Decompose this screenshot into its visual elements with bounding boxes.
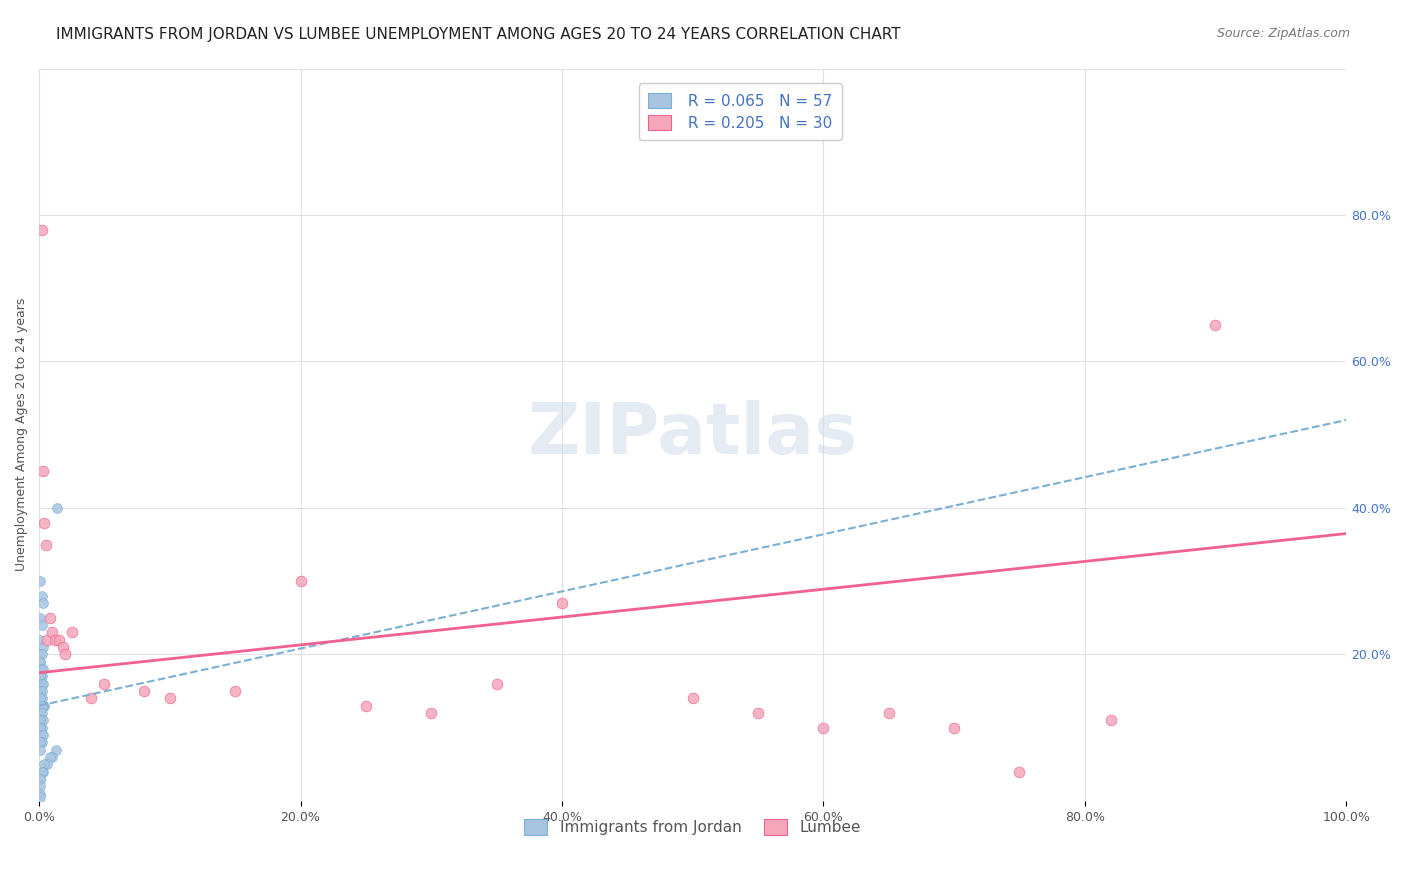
Point	[420, 706, 443, 720]
Point	[34, 516, 56, 530]
Point	[1099, 714, 1122, 728]
Point	[30, 669, 52, 683]
Point	[30, 632, 52, 647]
Point	[60, 625, 83, 640]
Point	[30, 691, 52, 706]
Point	[30, 728, 52, 742]
Point	[34, 757, 56, 772]
Point	[48, 632, 70, 647]
Point	[31, 676, 53, 690]
Point	[551, 596, 574, 610]
Point	[53, 648, 76, 662]
Point	[813, 721, 835, 735]
Point	[30, 706, 52, 720]
Point	[31, 648, 53, 662]
Point	[34, 537, 56, 551]
Point	[31, 618, 53, 632]
Point	[30, 714, 52, 728]
Point	[45, 742, 67, 756]
Text: ZIPatlas: ZIPatlas	[527, 401, 858, 469]
Point	[682, 691, 704, 706]
Point	[30, 676, 52, 690]
Point	[485, 676, 508, 690]
Point	[747, 706, 769, 720]
Point	[31, 728, 53, 742]
Point	[32, 728, 55, 742]
Point	[30, 772, 52, 786]
Point	[354, 698, 377, 713]
Point	[93, 676, 115, 690]
Point	[159, 691, 181, 706]
Point	[32, 676, 55, 690]
Point	[32, 698, 55, 713]
Point	[31, 662, 53, 676]
Point	[30, 735, 52, 749]
Point	[52, 640, 75, 654]
Point	[30, 611, 52, 625]
Point	[41, 750, 63, 764]
Point	[80, 691, 103, 706]
Point	[35, 757, 58, 772]
Point	[30, 648, 52, 662]
Legend: Immigrants from Jordan, Lumbee: Immigrants from Jordan, Lumbee	[515, 810, 870, 845]
Point	[30, 662, 52, 676]
Point	[31, 721, 53, 735]
Point	[30, 691, 52, 706]
Point	[30, 574, 52, 589]
Point	[32, 596, 55, 610]
Point	[1008, 764, 1031, 779]
Text: IMMIGRANTS FROM JORDAN VS LUMBEE UNEMPLOYMENT AMONG AGES 20 TO 24 YEARS CORRELAT: IMMIGRANTS FROM JORDAN VS LUMBEE UNEMPLO…	[56, 27, 901, 42]
Point	[31, 222, 53, 236]
Point	[35, 632, 58, 647]
Point	[30, 742, 52, 756]
Point	[41, 625, 63, 640]
Point	[31, 589, 53, 603]
Point	[44, 632, 66, 647]
Point	[31, 669, 53, 683]
Point	[877, 706, 900, 720]
Point	[32, 662, 55, 676]
Point	[38, 750, 60, 764]
Point	[224, 684, 246, 698]
Point	[30, 684, 52, 698]
Point	[31, 691, 53, 706]
Point	[32, 714, 55, 728]
Text: Source: ZipAtlas.com: Source: ZipAtlas.com	[1216, 27, 1350, 40]
Point	[30, 655, 52, 669]
Point	[30, 779, 52, 793]
Point	[30, 706, 52, 720]
Point	[132, 684, 155, 698]
Point	[290, 574, 312, 589]
Point	[1204, 318, 1226, 332]
Point	[30, 772, 52, 786]
Point	[30, 721, 52, 735]
Point	[31, 698, 53, 713]
Point	[38, 611, 60, 625]
Point	[943, 721, 966, 735]
Point	[46, 500, 69, 515]
Point	[31, 735, 53, 749]
Point	[30, 735, 52, 749]
Point	[32, 464, 55, 478]
Point	[30, 655, 52, 669]
Point	[30, 790, 52, 805]
Y-axis label: Unemployment Among Ages 20 to 24 years: Unemployment Among Ages 20 to 24 years	[15, 298, 28, 572]
Point	[30, 684, 52, 698]
Point	[30, 787, 52, 801]
Point	[31, 764, 53, 779]
Point	[32, 640, 55, 654]
Point	[32, 764, 55, 779]
Point	[31, 706, 53, 720]
Point	[30, 714, 52, 728]
Point	[31, 684, 53, 698]
Point	[34, 698, 56, 713]
Point	[30, 721, 52, 735]
